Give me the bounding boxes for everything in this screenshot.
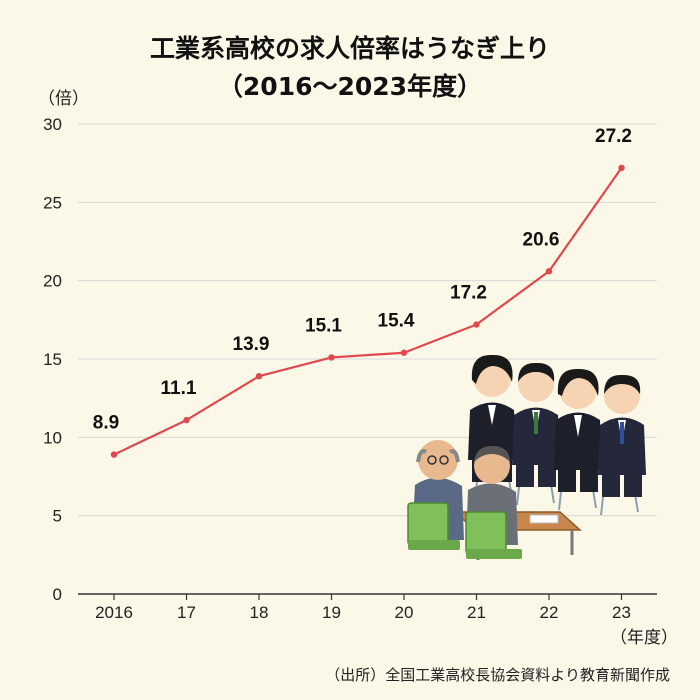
x-tick-label-22: 22 [540,603,559,622]
data-label-22: 20.6 [523,229,560,250]
series-line-layer [110,164,625,458]
data-labels: 8.9 11.1 13.9 15.1 15.4 17.2 20.6 27.2 [93,126,632,434]
y-axis-label: （倍） [38,89,89,108]
x-tick-label-18: 18 [250,603,269,622]
gridlines [78,123,657,517]
data-label-20: 15.4 [378,311,415,332]
x-tick-label-20: 20 [395,603,414,622]
x-tick-label-19: 19 [322,603,341,622]
data-label-19: 15.1 [305,315,342,336]
data-point-23 [618,164,625,172]
data-label-2016: 8.9 [93,413,119,434]
data-point-18 [255,373,263,380]
source-note: （出所）全国工業高校長協会資料より教育新聞作成 [325,666,670,684]
data-label-18: 13.9 [233,334,270,355]
y-tick-label-15: 15 [43,350,62,369]
y-tick-label-5: 5 [53,507,62,526]
axes: 0 5 10 15 20 25 30 2016 17 18 19 20 21 22 23 [43,115,657,622]
data-point-21 [473,321,480,328]
y-tick-label-25: 25 [43,193,62,212]
x-axis-label: （年度） [610,628,678,647]
x-tick-label-21: 21 [467,603,486,622]
series-line [113,167,623,456]
x-tick-label-23: 23 [612,603,631,622]
job-interview-illustration [407,354,646,560]
y-tick-label-30: 30 [43,115,62,134]
data-point-22 [545,268,553,275]
data-point-20 [400,349,408,356]
data-point-2016 [110,451,118,458]
y-tick-label-20: 20 [43,272,62,291]
data-label-23: 27.2 [595,126,632,147]
y-tick-label-10: 10 [43,428,62,447]
data-point-19 [328,354,335,361]
x-tick-label-17: 17 [177,603,196,622]
y-tick-label-0: 0 [53,585,62,604]
chart-title-line-2: （2016～2023年度） [217,72,483,101]
data-label-17: 11.1 [161,378,197,399]
data-point-17 [183,416,190,424]
chart-title: 工業系高校の求人倍率はうなぎ上り （2016～2023年度） [0,30,700,106]
x-tick-label-2016: 2016 [95,603,133,622]
chart-title-line-1: 工業系高校の求人倍率はうなぎ上り [149,34,550,63]
data-label-21: 17.2 [450,283,487,304]
